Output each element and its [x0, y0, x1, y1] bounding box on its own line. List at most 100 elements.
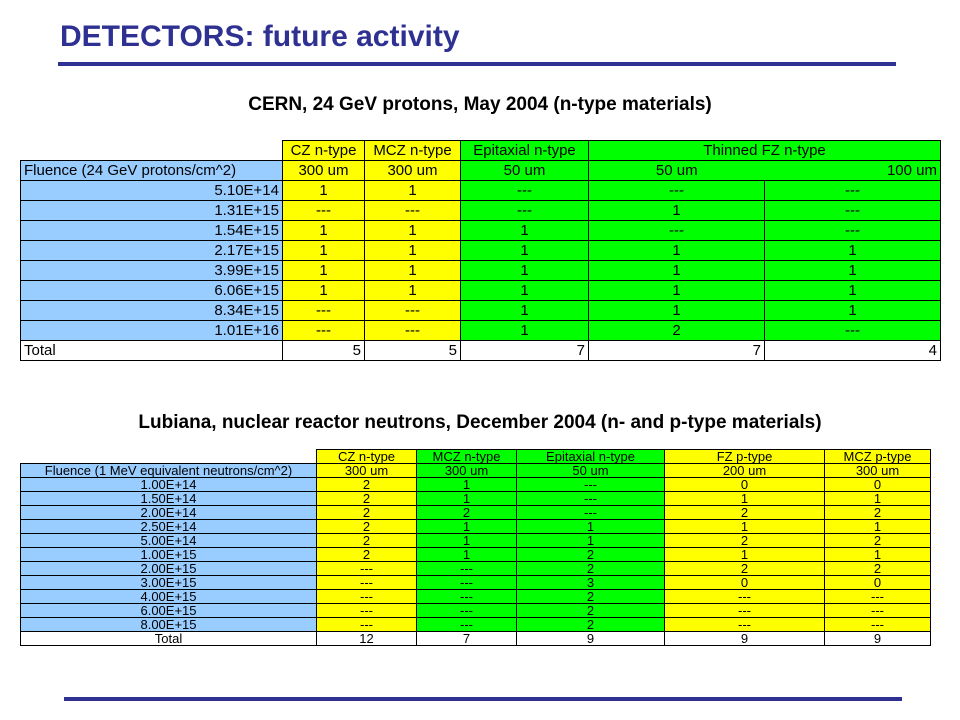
table-row: 4.00E+15 --- --- 2 --- --- [20, 589, 931, 604]
count-cell: 1 [824, 519, 931, 534]
count-cell: 1 [416, 547, 517, 562]
table-row: 6.06E+15 1 1 1 1 1 [20, 280, 941, 301]
count-cell: 2 [316, 491, 417, 506]
fluence-cell: 2.50E+14 [20, 519, 317, 534]
count-cell: 2 [824, 533, 931, 548]
count-cell: 1 [282, 280, 365, 301]
t2-col-label: Epitaxial n-type [516, 449, 665, 464]
table-row: 2.00E+14 2 2 --- 2 2 [20, 505, 931, 520]
count-cell: --- [516, 491, 665, 506]
count-cell: 1 [364, 180, 461, 201]
t1-row-header: Fluence (24 GeV protons/cm^2) [20, 160, 283, 181]
count-cell: --- [316, 575, 417, 590]
count-cell: 2 [824, 561, 931, 576]
count-cell: 3 [516, 575, 665, 590]
t1-total: 4 [764, 340, 941, 361]
count-cell: 1 [460, 320, 589, 341]
count-cell: 1 [416, 533, 517, 548]
t2-total: 12 [316, 631, 417, 646]
table-row: 5.10E+14 1 1 --- --- --- [20, 180, 941, 201]
count-cell: --- [664, 603, 825, 618]
count-cell: 2 [316, 533, 417, 548]
count-cell: 1 [416, 491, 517, 506]
t2-col-sub: 300 um [824, 463, 931, 478]
count-cell: 1 [664, 519, 825, 534]
table-row: 5.00E+14 2 1 1 2 2 [20, 533, 931, 548]
lubiana-table: CZ n-type MCZ n-type Epitaxial n-type FZ… [20, 449, 931, 646]
t2-total: 9 [664, 631, 825, 646]
count-cell: 2 [516, 561, 665, 576]
t1-col-label-fz: Thinned FZ n-type [588, 140, 941, 161]
count-cell: --- [282, 320, 365, 341]
fluence-cell: 6.06E+15 [20, 280, 283, 301]
count-cell: --- [764, 320, 941, 341]
fluence-cell: 1.50E+14 [20, 491, 317, 506]
count-cell: 1 [664, 547, 825, 562]
t1-col-label-mcz: MCZ n-type [364, 140, 461, 161]
t2-col-sub: 50 um [516, 463, 665, 478]
fluence-cell: 2.17E+15 [20, 240, 283, 261]
fluence-cell: 2.00E+14 [20, 505, 317, 520]
count-cell: 2 [664, 561, 825, 576]
count-cell: --- [588, 180, 765, 201]
fluence-cell: 1.31E+15 [20, 200, 283, 221]
t2-col-sub: 300 um [316, 463, 417, 478]
count-cell: 2 [516, 547, 665, 562]
fluence-cell: 1.54E+15 [20, 220, 283, 241]
count-cell: 1 [282, 240, 365, 261]
count-cell: 2 [316, 547, 417, 562]
t2-total-label: Total [20, 631, 317, 646]
t2-col-label: MCZ n-type [416, 449, 517, 464]
table-row: 3.00E+15 --- --- 3 0 0 [20, 575, 931, 590]
table-row: 2.50E+14 2 1 1 1 1 [20, 519, 931, 534]
table-row: 1.01E+16 --- --- 1 2 --- [20, 320, 941, 341]
fluence-cell: 1.01E+16 [20, 320, 283, 341]
fluence-cell: 6.00E+15 [20, 603, 317, 618]
count-cell: 2 [664, 533, 825, 548]
count-cell: 1 [516, 519, 665, 534]
count-cell: 1 [282, 220, 365, 241]
table-row: 2.17E+15 1 1 1 1 1 [20, 240, 941, 261]
t1-col-sub: 300 um [364, 160, 461, 181]
count-cell: 1 [664, 491, 825, 506]
t2-col-label: CZ n-type [316, 449, 417, 464]
count-cell: 0 [824, 575, 931, 590]
table-row: 6.00E+15 --- --- 2 --- --- [20, 603, 931, 618]
count-cell: 1 [824, 491, 931, 506]
title-underline [58, 62, 896, 66]
count-cell: 1 [282, 260, 365, 281]
t2-total: 7 [416, 631, 517, 646]
count-cell: --- [316, 617, 417, 632]
table-row: 1.00E+14 2 1 --- 0 0 [20, 477, 931, 492]
count-cell: --- [416, 603, 517, 618]
count-cell: 0 [664, 575, 825, 590]
count-cell: --- [460, 180, 589, 201]
count-cell: --- [588, 220, 765, 241]
table-row: 1.00E+15 2 1 2 1 1 [20, 547, 931, 562]
count-cell: --- [282, 300, 365, 321]
fluence-cell: 1.00E+15 [20, 547, 317, 562]
count-cell: 1 [416, 519, 517, 534]
count-cell: --- [316, 603, 417, 618]
count-cell: --- [664, 617, 825, 632]
table-row: 1.50E+14 2 1 --- 1 1 [20, 491, 931, 506]
table-row: 2.00E+15 --- --- 2 2 2 [20, 561, 931, 576]
count-cell: 1 [588, 300, 765, 321]
t1-col-label-epi: Epitaxial n-type [460, 140, 589, 161]
count-cell: 2 [516, 617, 665, 632]
count-cell: --- [460, 200, 589, 221]
count-cell: --- [516, 505, 665, 520]
count-cell: 2 [516, 603, 665, 618]
count-cell: --- [416, 575, 517, 590]
count-cell: 1 [516, 533, 665, 548]
count-cell: --- [364, 200, 461, 221]
count-cell: 1 [460, 300, 589, 321]
count-cell: 0 [824, 477, 931, 492]
table-row: 8.34E+15 --- --- 1 1 1 [20, 300, 941, 321]
count-cell: 1 [364, 280, 461, 301]
table-row: 1.31E+15 --- --- --- 1 --- [20, 200, 941, 221]
count-cell: 1 [364, 240, 461, 261]
fluence-cell: 8.00E+15 [20, 617, 317, 632]
fluence-cell: 3.99E+15 [20, 260, 283, 281]
fluence-cell: 4.00E+15 [20, 589, 317, 604]
